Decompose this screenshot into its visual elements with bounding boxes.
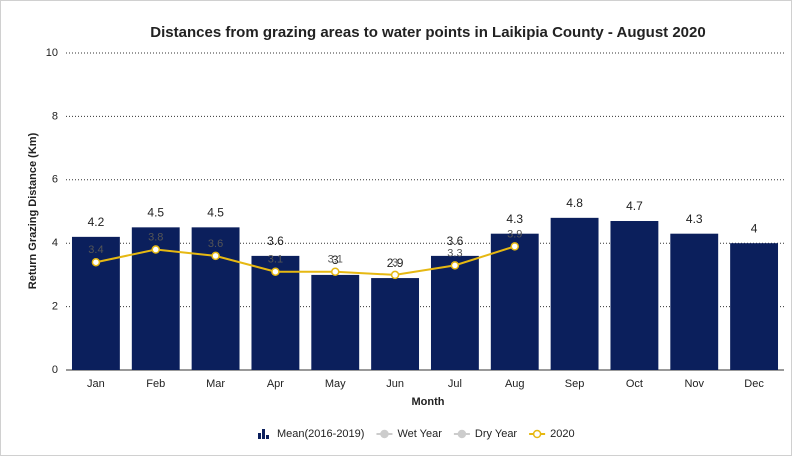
point-label: 3.8 [148,231,163,243]
bar [371,278,420,370]
line-point [271,267,280,276]
legend-label: Wet Year [397,428,442,440]
bar-label: 4.3 [686,212,703,226]
x-tick-label: Sep [565,378,585,390]
bar [191,227,240,370]
x-tick-label: May [325,378,346,390]
point-label: 3.4 [88,244,103,256]
x-tick-label: Nov [684,378,704,390]
line-point [390,270,400,280]
bar-label: 4.2 [88,215,105,229]
legend-icon [380,429,389,439]
y-tick-label: 10 [46,47,58,59]
legend-item: Wet Year [376,428,442,440]
line-point [331,267,340,276]
legend-icon [266,435,269,439]
line-point [450,261,460,270]
bar [430,255,479,370]
point-label: 3.9 [507,228,522,240]
point-label: 3.6 [208,238,223,250]
legend-item: Dry Year [453,428,518,440]
x-tick-label: Mar [206,378,225,390]
bar [670,233,719,370]
legend-item: Mean(2016-2019) [258,428,364,440]
point-label: 3.1 [268,254,283,266]
line-point [510,242,519,251]
line [95,245,516,276]
y-tick-label: 6 [52,174,58,186]
bar-label: 4 [751,221,758,235]
bar [71,236,120,370]
y-tick-label: 2 [52,301,58,313]
chart-title: Distances from grazing areas to water po… [150,24,705,41]
legend-item: 2020 [529,428,575,440]
legend-label: 2020 [550,428,574,440]
x-tick-label: Apr [267,378,284,390]
x-tick-label: Aug [505,378,525,390]
legend-icon [457,429,467,439]
bar [311,274,360,370]
y-tick-label: 4 [52,237,58,249]
line-point [91,257,101,267]
bar-label: 4.5 [207,206,224,220]
legend-icon [532,429,542,439]
point-label: 3 [392,257,398,269]
legend-icon [258,433,261,439]
bar-label: 4.8 [566,196,583,210]
bar-label: 4.7 [626,199,643,213]
x-tick-label: Jun [386,378,404,390]
x-tick-label: Jan [87,378,105,390]
bar-label: 3 [332,253,339,267]
bar-label: 4.5 [147,206,164,220]
x-tick-label: Jul [448,378,462,390]
x-axis-title: Month [412,396,445,408]
bar-label: 2.9 [387,256,404,270]
bar [550,217,599,370]
line-point [211,251,220,261]
y-tick-label: 8 [52,110,58,122]
x-tick-label: Feb [146,378,165,390]
y-axis-title: Return Grazing Distance (Km) [27,132,39,289]
bar-label: 4.3 [506,212,523,226]
x-tick-label: Oct [626,378,643,390]
bar [610,221,659,370]
legend-label: Dry Year [475,428,518,440]
bar-label: 3.6 [267,234,284,248]
legend-label: Mean(2016-2019) [277,428,364,440]
x-tick-label: Dec [744,378,764,390]
y-tick-label: 0 [52,364,58,376]
legend-icon [262,429,265,439]
point-label: 3.1 [328,254,343,266]
line-point [151,245,160,254]
bar [490,233,539,370]
point-label: 3.3 [447,247,462,259]
bar [730,243,779,370]
bar-label: 3.6 [447,234,464,248]
